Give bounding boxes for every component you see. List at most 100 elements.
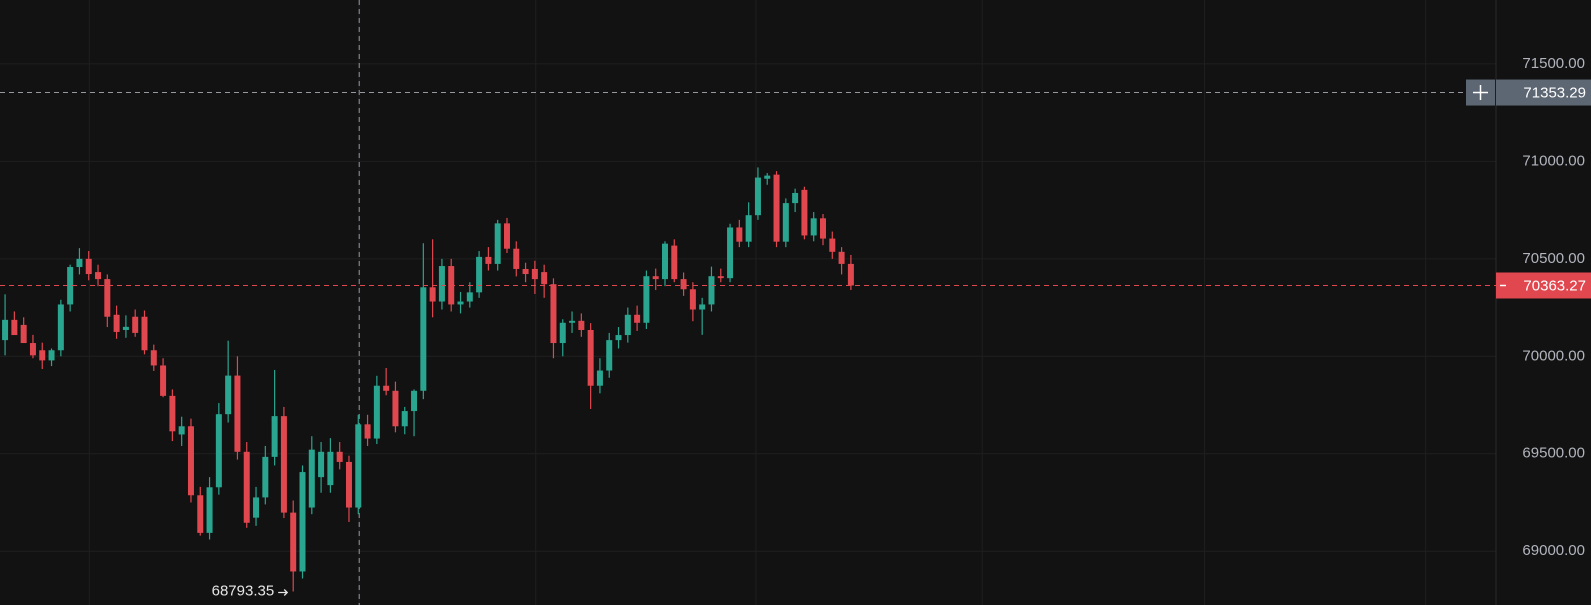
candle-body	[383, 385, 390, 391]
candle-body	[308, 449, 315, 508]
candle-body	[206, 487, 213, 533]
candle-body	[792, 192, 799, 204]
candle-body	[624, 314, 631, 336]
candle-body	[243, 451, 250, 523]
candle-body	[494, 223, 501, 264]
candle-body	[187, 426, 194, 496]
last-price-label: 70363.27	[1523, 277, 1586, 294]
candle-body	[689, 289, 696, 310]
candle-body	[29, 343, 36, 356]
candle-body	[364, 424, 371, 439]
low-price-label: 68793.35	[212, 582, 275, 599]
last-price-box	[1496, 272, 1591, 299]
candle-body	[522, 268, 529, 275]
y-tick-label: 71500.00	[1522, 55, 1585, 72]
candle-body	[801, 189, 808, 236]
low-arrow	[278, 589, 289, 596]
candle-body	[708, 276, 715, 305]
candle-body	[327, 451, 334, 486]
candle-body	[57, 304, 64, 351]
candle-body	[727, 227, 734, 279]
candle-body	[773, 174, 780, 242]
candle-body	[420, 287, 427, 391]
candle-body	[661, 243, 668, 280]
candle-body	[782, 203, 789, 242]
candle-body	[197, 495, 204, 533]
candle-body	[262, 456, 269, 498]
candle-body	[95, 272, 102, 280]
candle-body	[290, 512, 297, 572]
candle-body	[141, 316, 148, 351]
candle-body	[20, 324, 27, 344]
candle-body	[531, 268, 538, 280]
candle-body	[643, 276, 650, 323]
candle-body	[485, 256, 492, 264]
candle-body	[271, 416, 278, 457]
candle-body	[169, 395, 176, 432]
y-tick-label: 69500.00	[1522, 445, 1585, 462]
candle-body	[466, 292, 473, 302]
candle-body	[578, 320, 585, 330]
candle-body	[810, 218, 817, 236]
candle-body	[699, 304, 706, 310]
candle-body	[764, 175, 771, 179]
candle-body	[299, 472, 306, 572]
candle-body	[717, 276, 724, 279]
y-tick-label: 70000.00	[1522, 347, 1585, 364]
candle-body	[355, 424, 362, 508]
candle-body	[336, 451, 343, 462]
candle-body	[671, 245, 678, 280]
candle-body	[150, 350, 157, 366]
candle-body	[178, 426, 185, 435]
candle-body	[457, 301, 464, 305]
candle-body	[652, 276, 659, 280]
candle-body	[392, 390, 399, 427]
candle-body	[820, 218, 827, 239]
candle-body	[606, 340, 613, 371]
candle-body	[132, 316, 139, 333]
candle-body	[541, 272, 548, 285]
candle-body	[39, 350, 46, 361]
candle-body	[429, 287, 436, 302]
y-tick-label: 69000.00	[1522, 542, 1585, 559]
candle-body	[160, 365, 167, 396]
candle-body	[754, 177, 761, 216]
candle-body	[67, 267, 74, 305]
candle-body	[76, 258, 83, 268]
candle-body	[634, 314, 641, 323]
crosshair-price-box	[1496, 79, 1591, 106]
candle-body	[401, 411, 408, 427]
candle-body	[2, 319, 9, 341]
candle-body	[234, 375, 241, 452]
candle-body	[11, 319, 18, 336]
candle-body	[587, 329, 594, 386]
candle-body	[225, 375, 232, 415]
candle-body	[736, 227, 743, 242]
candle-body	[253, 497, 260, 518]
y-tick-label: 70500.00	[1522, 250, 1585, 267]
candle-body	[615, 335, 622, 341]
candle-body	[569, 320, 576, 323]
candle-body	[280, 416, 287, 513]
candle-body	[113, 314, 120, 332]
candle-body	[476, 256, 483, 293]
candle-body	[680, 279, 687, 290]
candle-body	[122, 326, 129, 330]
candle-body	[559, 322, 566, 344]
candle-body	[596, 370, 603, 386]
candle-body	[318, 451, 325, 478]
candle-body	[838, 251, 845, 264]
candle-body	[513, 248, 520, 269]
candle-body	[85, 258, 92, 275]
candle-body	[847, 263, 854, 286]
candle-body	[550, 284, 557, 344]
candle-body	[745, 215, 752, 242]
candle-body	[48, 350, 55, 361]
candle-body	[503, 223, 510, 249]
candle-body	[438, 266, 445, 302]
crosshair-price-label: 71353.29	[1523, 84, 1586, 101]
candle-body	[829, 238, 836, 252]
